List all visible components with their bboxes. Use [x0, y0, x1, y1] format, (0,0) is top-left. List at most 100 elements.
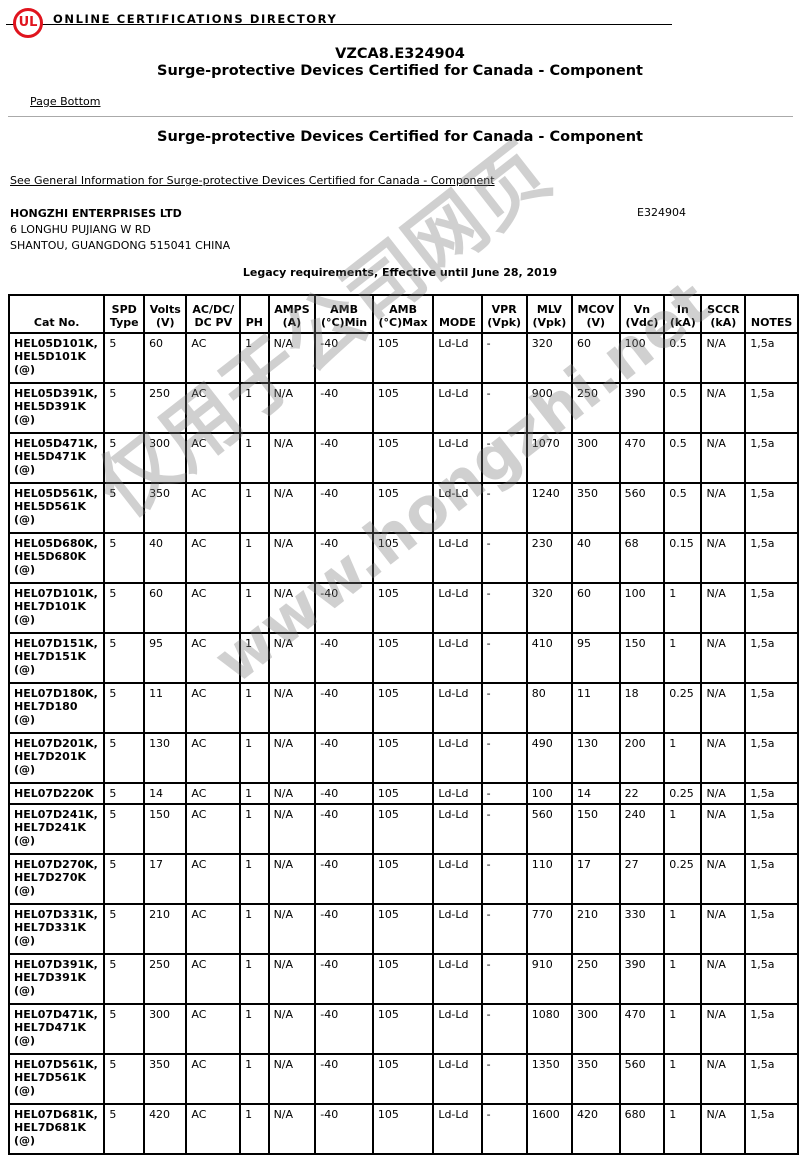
table-cell: Ld-Ld [432, 732, 483, 784]
table-cell: -40 [314, 682, 374, 734]
table-cell: -40 [314, 953, 374, 1005]
table-cell: Ld-Ld [432, 332, 483, 384]
table-cell: N/A [267, 1003, 317, 1055]
ul-logo[interactable]: UL [13, 8, 43, 38]
table-cell: -40 [314, 782, 374, 805]
table-cell: 5 [103, 532, 146, 584]
table-cell: 250 [570, 382, 621, 434]
table-row: HEL07D270K, HEL7D270K (@) 5 17 AC 1 N/A -40 105… [7, 853, 799, 905]
column-header: AC/DC/ DC PV [185, 294, 242, 334]
table-cell: 22 [618, 782, 666, 805]
table-cell: 1 [239, 803, 270, 855]
table-cell: 60 [570, 582, 621, 634]
column-header: MCOV (V) [570, 294, 621, 334]
table-cell: 60 [143, 582, 188, 634]
table-cell: AC [185, 1053, 242, 1105]
cat-no-cell: HEL05D680K, HEL5D680K (@) [7, 532, 106, 584]
table-cell: N/A [700, 432, 747, 484]
table-cell: N/A [267, 853, 317, 905]
cat-no-cell: HEL07D471K, HEL7D471K (@) [7, 1003, 106, 1055]
table-cell: N/A [700, 803, 747, 855]
table-cell: 5 [103, 582, 146, 634]
column-header: Vn (Vdc) [618, 294, 666, 334]
cat-no-cell: HEL05D561K, HEL5D561K (@) [7, 482, 106, 534]
table-cell: 18 [618, 682, 666, 734]
table-cell: 350 [570, 1053, 621, 1105]
table-cell: -40 [314, 803, 374, 855]
table-cell: N/A [700, 632, 747, 684]
table-cell: 1,5a [744, 682, 799, 734]
column-header: In (kA) [663, 294, 703, 334]
table-cell: 390 [618, 382, 666, 434]
cat-no-cell: HEL05D391K, HEL5D391K (@) [7, 382, 106, 434]
table-cell: 5 [103, 732, 146, 784]
page-bottom-link[interactable]: Page Bottom [30, 95, 101, 108]
table-cell: - [480, 1103, 528, 1155]
table-cell: 320 [525, 582, 573, 634]
table-cell: Ld-Ld [432, 582, 483, 634]
table-cell: 350 [143, 1053, 188, 1105]
table-cell: 60 [143, 332, 188, 384]
table-cell: 300 [570, 1003, 621, 1055]
table-cell: 350 [143, 482, 188, 534]
table-cell: Ld-Ld [432, 1103, 483, 1155]
column-header: Cat No. [7, 294, 106, 334]
table-cell: 210 [570, 903, 621, 955]
table-cell: 470 [618, 432, 666, 484]
table-cell: -40 [314, 482, 374, 534]
table-cell: 100 [525, 782, 573, 805]
table-row: HEL05D101K, HEL5D101K (@) 5 60 AC 1 N/A -40 105… [7, 332, 799, 384]
table-cell: 0.25 [663, 782, 703, 805]
table-cell: 1240 [525, 482, 573, 534]
table-cell: 1350 [525, 1053, 573, 1105]
table-cell: 150 [570, 803, 621, 855]
table-cell: - [480, 903, 528, 955]
table-cell: 5 [103, 1103, 146, 1155]
table-cell: 5 [103, 332, 146, 384]
table-cell: N/A [700, 853, 747, 905]
table-cell: AC [185, 382, 242, 434]
table-cell: -40 [314, 532, 374, 584]
general-info-link[interactable]: See General Information for Surge-protec… [10, 174, 495, 187]
column-header: SCCR (kA) [700, 294, 747, 334]
table-cell: -40 [314, 1003, 374, 1055]
table-cell: 17 [570, 853, 621, 905]
table-cell: -40 [314, 1103, 374, 1155]
table-cell: 150 [143, 803, 188, 855]
table-cell: N/A [267, 803, 317, 855]
table-row: HEL05D391K, HEL5D391K (@) 5 250 AC 1 N/A -40 10… [7, 382, 799, 434]
table-cell: 5 [103, 682, 146, 734]
table-cell: 1 [663, 582, 703, 634]
table-cell: Ld-Ld [432, 482, 483, 534]
table-cell: 0.25 [663, 682, 703, 734]
table-row: HEL07D681K, HEL7D681K (@) 5 420 AC 1 N/A -40 10… [7, 1103, 799, 1155]
table-cell: Ld-Ld [432, 532, 483, 584]
table-cell: 1600 [525, 1103, 573, 1155]
table-cell: 5 [103, 782, 146, 805]
table-cell: AC [185, 732, 242, 784]
column-header: SPD Type [103, 294, 146, 334]
table-cell: 105 [371, 532, 435, 584]
table-cell: N/A [267, 382, 317, 434]
table-cell: 410 [525, 632, 573, 684]
table-row: HEL07D391K, HEL7D391K (@) 5 250 AC 1 N/A -40 10… [7, 953, 799, 1005]
table-cell: AC [185, 482, 242, 534]
table-cell: AC [185, 903, 242, 955]
table-cell: 200 [618, 732, 666, 784]
table-cell: AC [185, 432, 242, 484]
table-cell: 210 [143, 903, 188, 955]
table-cell: -40 [314, 732, 374, 784]
table-cell: 130 [570, 732, 621, 784]
table-cell: 1,5a [744, 782, 799, 805]
table-cell: - [480, 853, 528, 905]
table-cell: N/A [267, 953, 317, 1005]
table-cell: 320 [525, 332, 573, 384]
table-cell: Ld-Ld [432, 382, 483, 434]
table-cell: 1,5a [744, 482, 799, 534]
table-cell: - [480, 432, 528, 484]
table-cell: 105 [371, 332, 435, 384]
table-cell: 5 [103, 382, 146, 434]
table-cell: Ld-Ld [432, 1003, 483, 1055]
table-cell: 95 [143, 632, 188, 684]
table-cell: 350 [570, 482, 621, 534]
